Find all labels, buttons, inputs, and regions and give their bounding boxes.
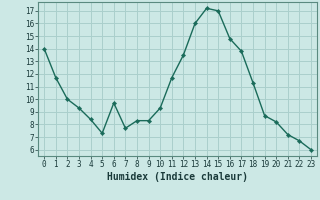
X-axis label: Humidex (Indice chaleur): Humidex (Indice chaleur) [107, 172, 248, 182]
